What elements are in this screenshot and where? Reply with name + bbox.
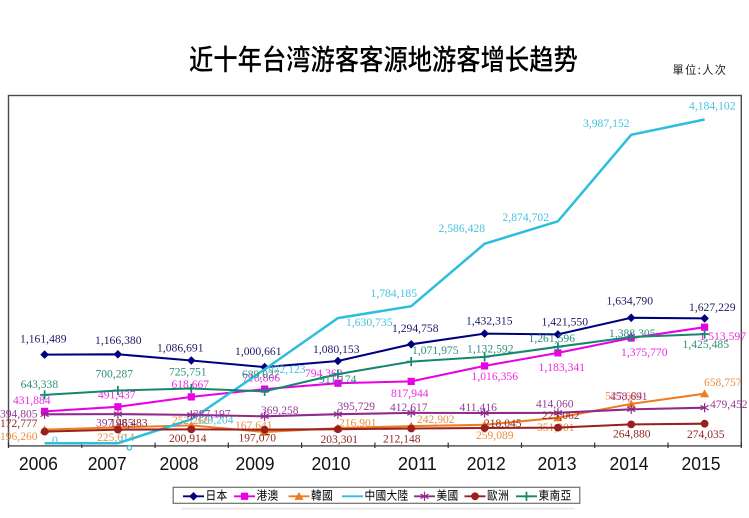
svg-text:242,902: 242,902 [417,412,455,426]
svg-text:689,027: 689,027 [242,367,280,381]
svg-text:4,184,102: 4,184,102 [689,99,736,113]
svg-text:972,123: 972,123 [268,362,306,376]
svg-text:718,806: 718,806 [243,371,281,385]
svg-text:1,000,661: 1,000,661 [235,344,282,358]
svg-text:1,375,770: 1,375,770 [621,345,668,359]
svg-text:196,260: 196,260 [0,429,38,443]
svg-text:618,667: 618,667 [172,377,210,391]
svg-text:1,630,735: 1,630,735 [346,315,393,329]
svg-text:2010: 2010 [312,453,351,474]
svg-text:197,070: 197,070 [239,431,277,445]
svg-text:431,884: 431,884 [13,393,51,407]
svg-text:397,465: 397,465 [96,416,134,430]
svg-text:1,294,758: 1,294,758 [392,321,439,335]
svg-text:1,161,489: 1,161,489 [20,332,67,346]
svg-text:1,183,341: 1,183,341 [539,360,586,374]
svg-text:3,987,152: 3,987,152 [583,116,630,130]
svg-text:200,914: 200,914 [169,431,207,445]
svg-text:1,016,356: 1,016,356 [472,369,519,383]
svg-text:395,729: 395,729 [338,399,376,413]
svg-text:203,301: 203,301 [321,432,359,446]
svg-text:412,617: 412,617 [390,400,428,414]
svg-text:658,757: 658,757 [704,375,742,389]
svg-text:274,035: 274,035 [687,427,725,441]
svg-text:216,901: 216,901 [339,416,377,430]
svg-text:394,805: 394,805 [0,407,38,421]
svg-text:411,416: 411,416 [460,400,498,414]
svg-text:172,777: 172,777 [0,416,38,430]
svg-text:1,261,596: 1,261,596 [529,331,576,345]
svg-text:218,045: 218,045 [484,416,522,430]
svg-text:212,148: 212,148 [383,432,421,446]
svg-text:369,258: 369,258 [261,403,299,417]
svg-text:1,432,315: 1,432,315 [466,314,513,328]
svg-text:1,086,691: 1,086,691 [157,341,204,355]
svg-text:2007: 2007 [88,453,127,474]
svg-text:1,388,305: 1,388,305 [609,326,656,340]
svg-text:643,338: 643,338 [21,377,59,391]
svg-text:0: 0 [52,433,58,447]
svg-text:2014: 2014 [610,453,649,474]
svg-text:2015: 2015 [682,453,721,474]
svg-text:1,784,185: 1,784,185 [371,286,418,300]
svg-text:414,060: 414,060 [536,397,574,411]
svg-text:198,483: 198,483 [110,416,148,430]
svg-text:1,080,153: 1,080,153 [313,342,360,356]
svg-text:2,874,702: 2,874,702 [503,210,550,224]
svg-text:1,627,229: 1,627,229 [689,300,736,314]
svg-text:817,944: 817,944 [391,386,429,400]
svg-text:2013: 2013 [538,453,577,474]
svg-text:2,586,428: 2,586,428 [439,221,486,235]
svg-text:1,634,790: 1,634,790 [607,294,654,308]
svg-text:527,684: 527,684 [605,389,643,403]
svg-text:2008: 2008 [160,453,199,474]
svg-text:911,174: 911,174 [319,372,357,386]
svg-text:1,421,550: 1,421,550 [542,315,589,329]
svg-text:2011: 2011 [398,453,437,474]
svg-text:0: 0 [121,431,127,445]
svg-text:1,166,380: 1,166,380 [95,333,142,347]
svg-text:2006: 2006 [19,453,58,474]
svg-text:794,362: 794,362 [305,366,343,380]
svg-text:264,880: 264,880 [613,427,651,441]
svg-text:725,751: 725,751 [169,365,207,379]
svg-text:1,425,485: 1,425,485 [683,337,730,351]
svg-text:700,287: 700,287 [96,367,134,381]
svg-text:1,071,975: 1,071,975 [412,343,459,357]
svg-text:479,452: 479,452 [710,397,748,411]
svg-text:223,062: 223,062 [542,408,580,422]
svg-text:458,691: 458,691 [610,389,648,403]
svg-text:1,513,597: 1,513,597 [700,329,747,343]
svg-text:2012: 2012 [467,453,506,474]
svg-text:1,132,592: 1,132,592 [467,342,514,356]
svg-text:387,197: 387,197 [193,407,231,421]
svg-text:2009: 2009 [236,453,275,474]
